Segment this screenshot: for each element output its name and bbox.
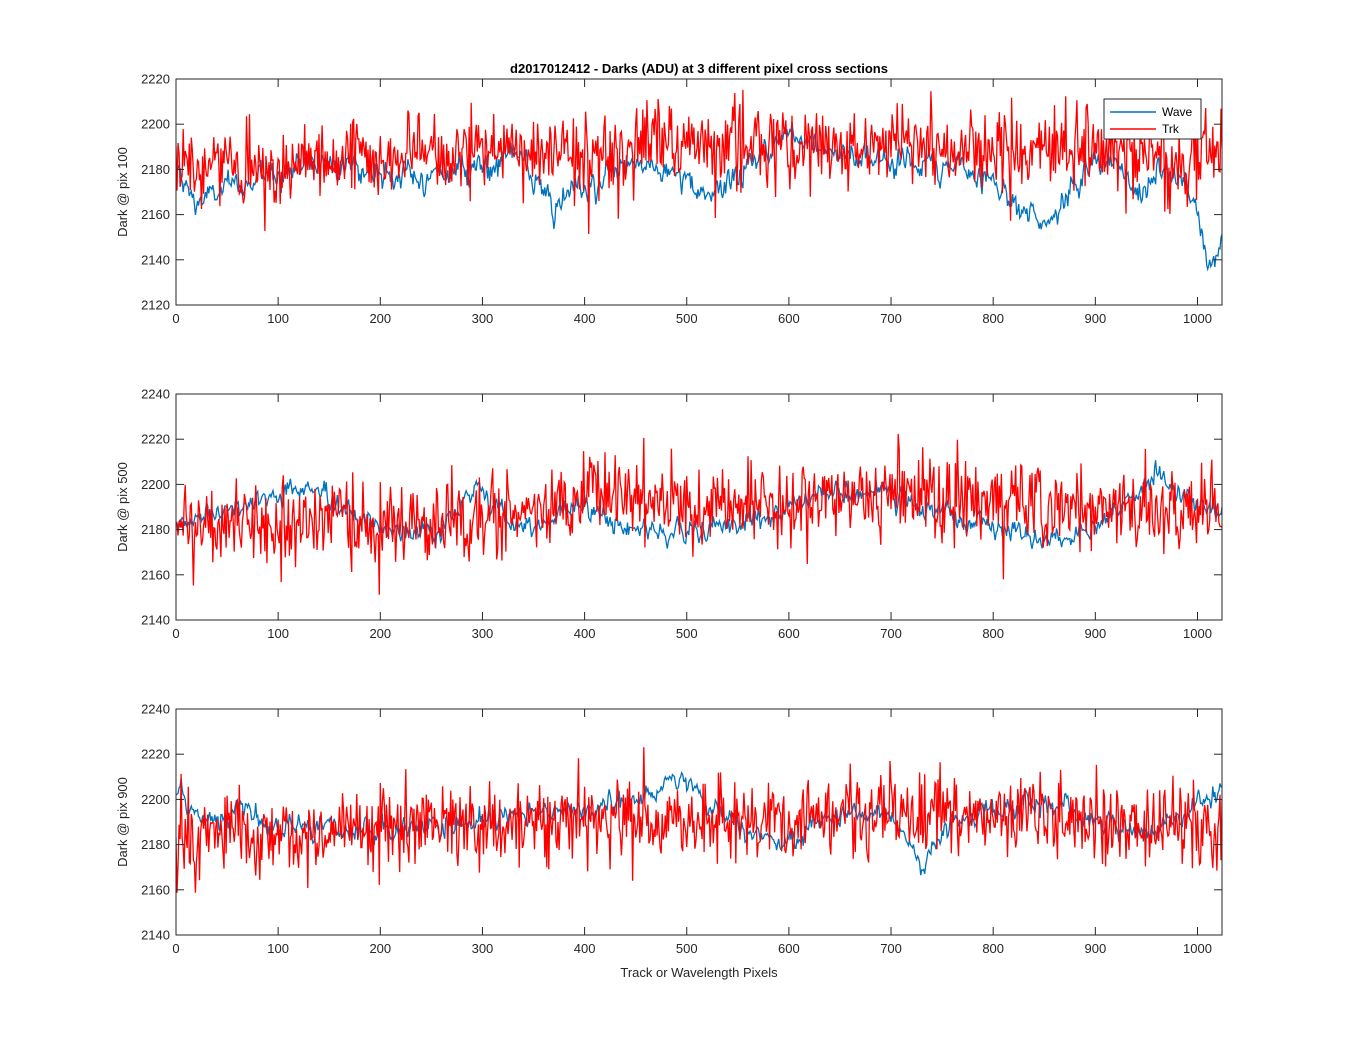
series-line-wave	[176, 121, 1222, 272]
y-tick-label: 2180	[141, 162, 170, 177]
x-tick-label: 400	[574, 941, 596, 956]
x-tick-label: 0	[172, 311, 179, 326]
y-tick-label: 2200	[141, 117, 170, 132]
x-tick-label: 100	[267, 311, 289, 326]
x-tick-label: 0	[172, 941, 179, 956]
y-tick-label: 2200	[141, 477, 170, 492]
x-tick-label: 800	[982, 941, 1004, 956]
x-tick-label: 900	[1084, 626, 1106, 641]
x-tick-label: 700	[880, 311, 902, 326]
x-tick-label: 0	[172, 626, 179, 641]
x-tick-label: 1000	[1183, 626, 1212, 641]
x-tick-label: 300	[472, 311, 494, 326]
y-axis-title: Dark @ pix 100	[115, 147, 130, 237]
legend-box	[1103, 98, 1202, 140]
y-tick-label: 2180	[141, 522, 170, 537]
legend-label-trk: Trk	[1162, 122, 1180, 136]
x-tick-label: 400	[574, 311, 596, 326]
x-tick-label: 600	[778, 941, 800, 956]
series-line-trk	[176, 433, 1222, 595]
panel-1: 0 100 200 300 400 500 600 700 800 900 1000 2120 2140…	[115, 72, 1223, 326]
legend-label-wave: Wave	[1162, 105, 1193, 119]
x-tick-label: 700	[880, 626, 902, 641]
x-tick-label: 500	[676, 626, 698, 641]
x-tick-label: 500	[676, 941, 698, 956]
x-tick-label: 300	[472, 626, 494, 641]
series-line-trk	[176, 89, 1222, 235]
panels: 0 100 200 300 400 500 600 700 800 900 100021202140…	[115, 72, 1223, 956]
x-tick-label: 900	[1084, 311, 1106, 326]
series-line-trk	[176, 747, 1222, 893]
y-tick-label: 2140	[141, 252, 170, 267]
y-tick-label: 2220	[141, 747, 170, 762]
x-tick-label: 600	[778, 626, 800, 641]
figure-title: d2017012412 - Darks (ADU) at 3 different…	[510, 61, 888, 76]
y-tick-label: 2240	[141, 702, 170, 717]
x-tick-label: 200	[369, 311, 391, 326]
y-axis-title: Dark @ pix 500	[115, 462, 130, 552]
y-axis-title: Dark @ pix 900	[115, 777, 130, 867]
y-tick-label: 2220	[141, 72, 170, 87]
x-tick-label: 100	[267, 941, 289, 956]
y-tick-label: 2180	[141, 837, 170, 852]
axes-box	[175, 393, 1223, 621]
x-tick-label: 200	[369, 941, 391, 956]
x-tick-label: 800	[982, 311, 1004, 326]
x-tick-label: 200	[369, 626, 391, 641]
x-tick-label: 800	[982, 626, 1004, 641]
x-tick-label: 1000	[1183, 941, 1212, 956]
y-tick-label: 2160	[141, 567, 170, 582]
x-tick-label: 900	[1084, 941, 1106, 956]
x-tick-label: 400	[574, 626, 596, 641]
x-tick-label: 300	[472, 941, 494, 956]
x-axis-title: Track or Wavelength Pixels	[620, 965, 778, 980]
y-tick-label: 2220	[141, 432, 170, 447]
y-tick-label: 2140	[141, 613, 170, 628]
x-tick-label: 600	[778, 311, 800, 326]
panel-3: 0 100 200 300 400 500 600 700 800 900 1000 2140 2160…	[115, 702, 1223, 956]
y-tick-label: 2120	[141, 298, 170, 313]
panel-2: 0 100 200 300 400 500 600 700 800 900 1000 2140 2160…	[115, 387, 1223, 641]
axes-box	[175, 708, 1223, 936]
y-tick-label: 2200	[141, 792, 170, 807]
x-tick-label: 1000	[1183, 311, 1212, 326]
x-tick-label: 700	[880, 941, 902, 956]
y-tick-label: 2140	[141, 928, 170, 943]
legend: Wave Trk	[1103, 98, 1202, 140]
x-tick-label: 100	[267, 626, 289, 641]
y-tick-label: 2160	[141, 207, 170, 222]
x-tick-label: 500	[676, 311, 698, 326]
axes-box	[175, 78, 1223, 306]
y-tick-label: 2240	[141, 387, 170, 402]
y-tick-label: 2160	[141, 882, 170, 897]
